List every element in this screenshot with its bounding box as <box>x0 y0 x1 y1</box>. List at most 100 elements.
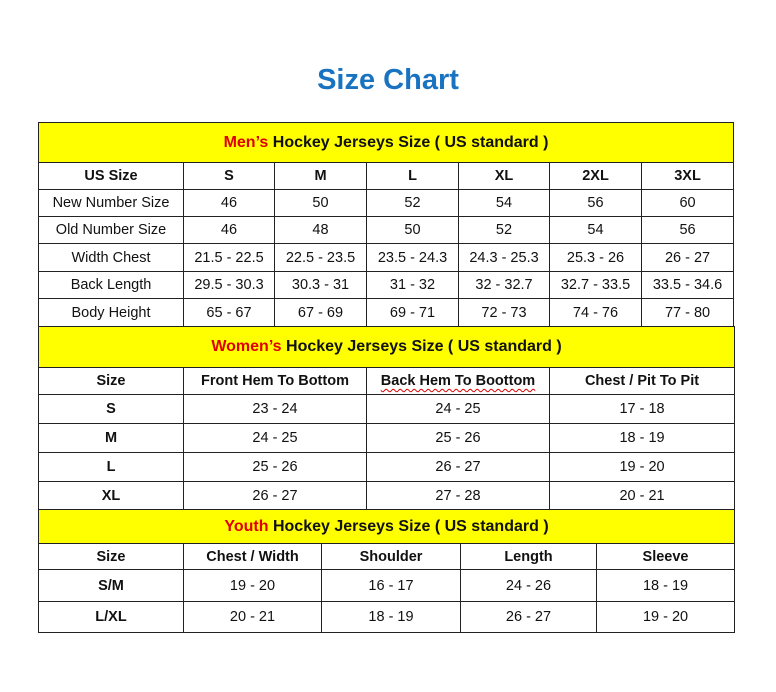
mens-cell: 54 <box>458 189 550 217</box>
youth-cell: 18 - 19 <box>595 569 736 602</box>
mens-cell: 22.5 - 23.5 <box>274 243 367 272</box>
womens-cell: 23 - 24 <box>183 394 367 424</box>
youth-table-row: S/M 19 - 20 16 - 17 24 - 26 18 - 19 <box>38 569 736 602</box>
mens-cell: 65 - 67 <box>183 298 275 327</box>
mens-table-row: Body Height 65 - 67 67 - 69 69 - 71 72 - 73 7… <box>38 298 735 327</box>
mens-cell: 74 - 76 <box>549 298 642 327</box>
womens-row-label: S <box>38 394 184 424</box>
youth-cell: 26 - 27 <box>460 601 597 633</box>
mens-cell: 23.5 - 24.3 <box>366 243 459 272</box>
mens-cell: 46 <box>183 216 275 244</box>
page-title: Size Chart <box>317 64 459 96</box>
womens-table-row: L 25 - 26 26 - 27 19 - 20 <box>38 452 736 482</box>
womens-table-row: M 24 - 25 25 - 26 18 - 19 <box>38 423 736 453</box>
youth-cell: 19 - 20 <box>183 569 322 602</box>
mens-table-row: Old Number Size 46 48 50 52 54 56 <box>38 216 735 244</box>
womens-column-header-row: Size Front Hem To Bottom Back Hem To Boott… <box>38 367 736 395</box>
womens-size-table: Women’s Hockey Jerseys Size ( US standar… <box>37 326 736 510</box>
mens-cell: 48 <box>274 216 367 244</box>
youth-column-header: Size <box>38 543 184 570</box>
mens-column-header: 3XL <box>640 162 735 190</box>
youth-row-label: S/M <box>38 569 184 602</box>
womens-row-label: XL <box>38 481 184 510</box>
mens-heading-text: Hockey Jerseys Size ( US standard ) <box>268 133 549 151</box>
womens-column-header: Chest / Pit To Pit <box>548 367 736 395</box>
mens-cell: 56 <box>640 216 735 244</box>
mens-cell: 32.7 - 33.5 <box>549 271 642 299</box>
youth-cell: 16 - 17 <box>321 569 461 602</box>
mens-cell: 60 <box>640 189 735 217</box>
mens-column-header: M <box>274 162 367 190</box>
womens-cell: 24 - 25 <box>183 423 367 453</box>
mens-cell: 26 - 27 <box>640 243 735 272</box>
youth-column-header: Sleeve <box>595 543 736 570</box>
mens-row-label: Back Length <box>38 271 184 299</box>
womens-table-row: S 23 - 24 24 - 25 17 - 18 <box>38 394 736 424</box>
womens-column-header: Front Hem To Bottom <box>183 367 367 395</box>
womens-cell: 19 - 20 <box>548 452 736 482</box>
mens-row-label: Width Chest <box>38 243 184 272</box>
mens-size-table: Men’s Hockey Jerseys Size ( US standard … <box>37 122 735 327</box>
mens-table-row: Width Chest 21.5 - 22.5 22.5 - 23.5 23.5 - … <box>38 243 735 272</box>
womens-cell: 26 - 27 <box>366 452 550 482</box>
mens-cell: 30.3 - 31 <box>274 271 367 299</box>
womens-cell: 20 - 21 <box>548 481 736 510</box>
mens-cell: 54 <box>549 216 642 244</box>
mens-cell: 67 - 69 <box>274 298 367 327</box>
mens-cell: 77 - 80 <box>640 298 735 327</box>
mens-row-label: Body Height <box>38 298 184 327</box>
mens-cell: 72 - 73 <box>458 298 550 327</box>
youth-column-header: Length <box>460 543 597 570</box>
youth-column-header-row: Size Chest / Width Shoulder Length Sleeve <box>38 543 736 570</box>
womens-heading-highlight: Women’s <box>211 338 282 355</box>
womens-cell: 25 - 26 <box>183 452 367 482</box>
mens-cell: 21.5 - 22.5 <box>183 243 275 272</box>
mens-table-row: New Number Size 46 50 52 54 56 60 <box>38 189 735 217</box>
mens-cell: 33.5 - 34.6 <box>640 271 735 299</box>
womens-cell: 18 - 19 <box>548 423 736 453</box>
womens-row-label: L <box>38 452 184 482</box>
mens-column-header: 2XL <box>549 162 642 190</box>
youth-cell: 18 - 19 <box>321 601 461 633</box>
mens-cell: 29.5 - 30.3 <box>183 271 275 299</box>
mens-column-header: US Size <box>38 162 184 190</box>
womens-cell: 27 - 28 <box>366 481 550 510</box>
womens-row-label: M <box>38 423 184 453</box>
youth-column-header: Shoulder <box>321 543 461 570</box>
mens-cell: 52 <box>366 189 459 217</box>
mens-cell: 56 <box>549 189 642 217</box>
column-header-text: Back Hem To Boottom <box>380 373 536 389</box>
youth-cell: 24 - 26 <box>460 569 597 602</box>
womens-cell: 24 - 25 <box>366 394 550 424</box>
mens-cell: 24.3 - 25.3 <box>458 243 550 272</box>
womens-cell: 17 - 18 <box>548 394 736 424</box>
mens-row-label: New Number Size <box>38 189 184 217</box>
mens-cell: 32 - 32.7 <box>458 271 550 299</box>
womens-cell: 25 - 26 <box>366 423 550 453</box>
womens-column-header: Back Hem To Boottom <box>366 367 550 395</box>
mens-cell: 52 <box>458 216 550 244</box>
youth-size-table: Youth Hockey Jerseys Size ( US standard … <box>37 509 736 633</box>
womens-column-header: Size <box>38 367 184 395</box>
youth-cell: 20 - 21 <box>183 601 322 633</box>
mens-column-header: XL <box>458 162 550 190</box>
mens-heading-highlight: Men’s <box>223 133 269 151</box>
mens-section-heading: Men’s Hockey Jerseys Size ( US standard … <box>37 122 735 163</box>
mens-cell: 50 <box>366 216 459 244</box>
youth-cell: 19 - 20 <box>595 601 736 633</box>
womens-cell: 26 - 27 <box>183 481 367 510</box>
mens-row-label: Old Number Size <box>38 216 184 244</box>
womens-section-heading: Women’s Hockey Jerseys Size ( US standar… <box>37 326 736 368</box>
mens-column-header: L <box>366 162 459 190</box>
mens-cell: 50 <box>274 189 367 217</box>
youth-table-row: L/XL 20 - 21 18 - 19 26 - 27 19 - 20 <box>38 601 736 633</box>
mens-cell: 69 - 71 <box>366 298 459 327</box>
youth-heading-highlight: Youth <box>224 517 269 535</box>
mens-table-row: Back Length 29.5 - 30.3 30.3 - 31 31 - 32 32… <box>38 271 735 299</box>
mens-cell: 46 <box>183 189 275 217</box>
womens-heading-text: Hockey Jerseys Size ( US standard ) <box>281 338 562 355</box>
youth-section-heading: Youth Hockey Jerseys Size ( US standard … <box>37 509 736 544</box>
mens-cell: 31 - 32 <box>366 271 459 299</box>
youth-heading-text: Hockey Jerseys Size ( US standard ) <box>268 517 549 535</box>
womens-table-row: XL 26 - 27 27 - 28 20 - 21 <box>38 481 736 510</box>
